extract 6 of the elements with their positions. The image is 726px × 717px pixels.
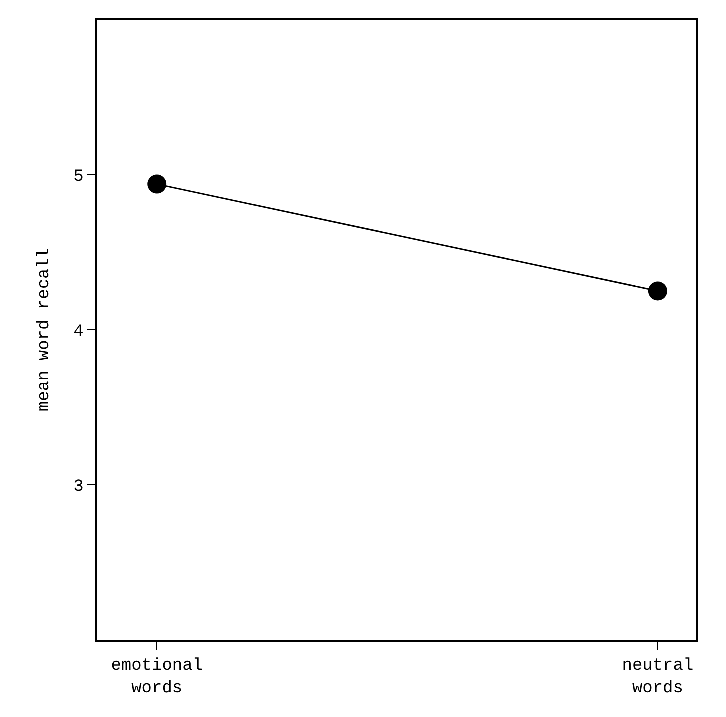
y-tick-label: 5 [74, 168, 84, 187]
x-tick-label: neutral words [622, 657, 694, 698]
y-tick-label: 4 [74, 322, 84, 342]
y-axis-title: mean word recall [36, 248, 55, 412]
x-tick-label: emotional words [111, 657, 204, 698]
y-tick-label: 3 [74, 478, 84, 497]
